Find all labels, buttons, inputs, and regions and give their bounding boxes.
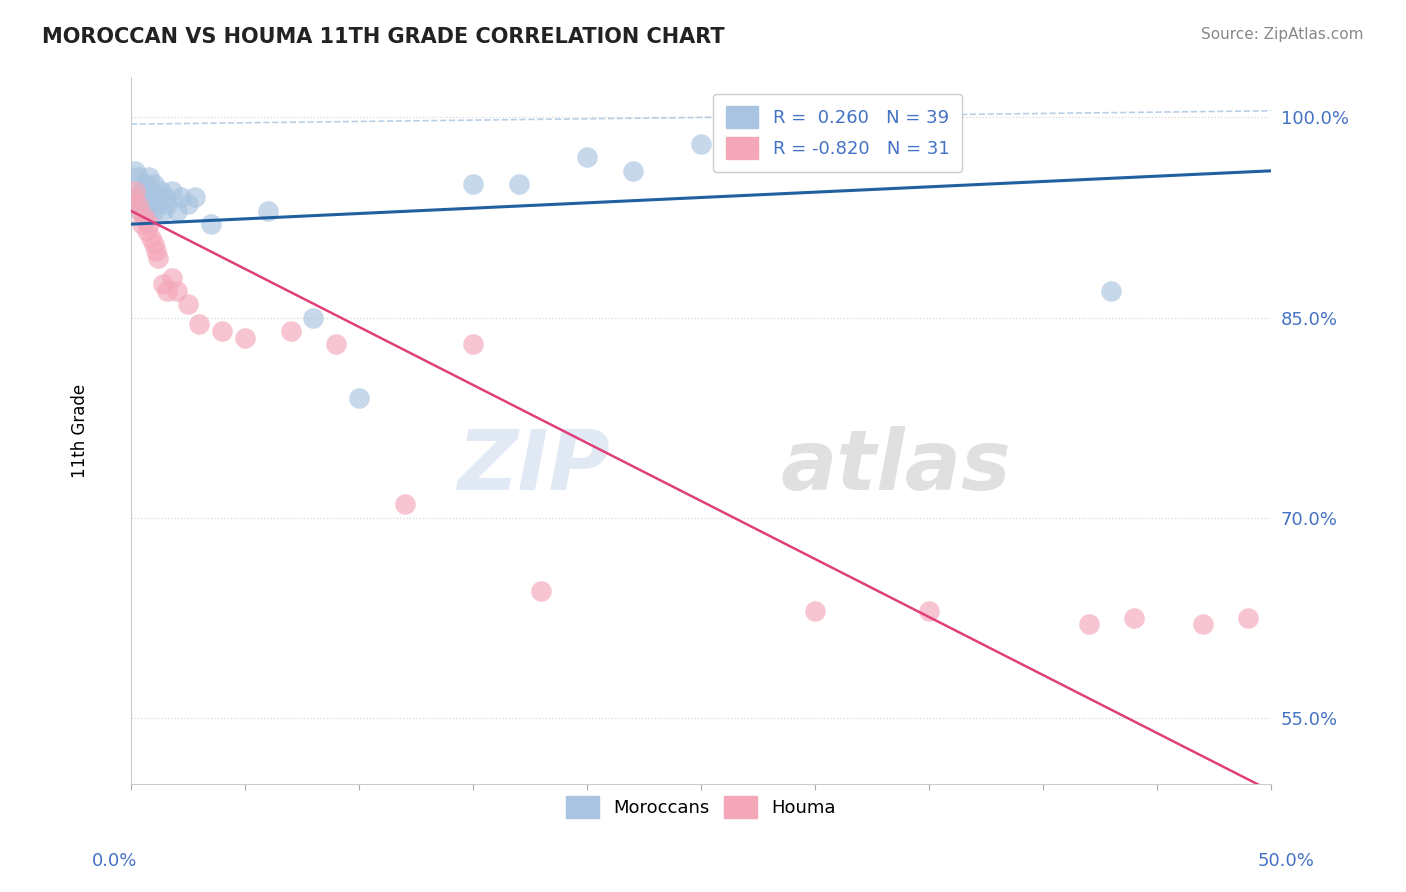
Point <box>1077 617 1099 632</box>
Point <box>804 604 827 618</box>
Point <box>325 337 347 351</box>
Text: atlas: atlas <box>780 425 1011 507</box>
Point <box>131 197 153 211</box>
Point <box>131 217 153 231</box>
Point <box>1237 610 1260 624</box>
Point <box>145 190 167 204</box>
Point <box>177 197 200 211</box>
Text: MOROCCAN VS HOUMA 11TH GRADE CORRELATION CHART: MOROCCAN VS HOUMA 11TH GRADE CORRELATION… <box>42 27 725 46</box>
Point <box>211 324 233 338</box>
Point <box>145 244 167 258</box>
Point <box>621 163 644 178</box>
Point <box>256 203 278 218</box>
Point <box>804 124 827 138</box>
Text: 50.0%: 50.0% <box>1258 852 1315 870</box>
Point <box>141 197 163 211</box>
Point <box>280 324 302 338</box>
Point <box>156 197 179 211</box>
Point <box>184 190 207 204</box>
Point <box>124 163 146 178</box>
Point <box>135 224 157 238</box>
Point <box>233 330 256 344</box>
Point <box>142 203 165 218</box>
Point <box>188 317 211 331</box>
Point <box>141 184 163 198</box>
Point <box>508 177 530 191</box>
Point <box>177 297 200 311</box>
Point <box>530 584 553 599</box>
Point <box>148 251 170 265</box>
Point <box>394 497 416 511</box>
Text: 0.0%: 0.0% <box>91 852 136 870</box>
Point <box>461 177 484 191</box>
Point <box>170 190 193 204</box>
Point <box>152 203 174 218</box>
Y-axis label: 11th Grade: 11th Grade <box>72 384 89 478</box>
Point <box>129 203 152 218</box>
Point <box>122 190 145 204</box>
Point <box>153 190 176 204</box>
Point <box>166 284 188 298</box>
Point <box>156 284 179 298</box>
Point <box>302 310 325 325</box>
Point <box>347 391 370 405</box>
Point <box>135 184 157 198</box>
Point <box>127 190 149 204</box>
Point <box>166 203 188 218</box>
Point <box>160 184 183 198</box>
Point <box>135 203 157 218</box>
Point <box>152 277 174 292</box>
Point <box>148 197 170 211</box>
Text: Source: ZipAtlas.com: Source: ZipAtlas.com <box>1201 27 1364 42</box>
Point <box>129 203 152 218</box>
Point <box>131 184 153 198</box>
Point <box>142 177 165 191</box>
Point <box>141 230 163 244</box>
Point <box>134 211 156 225</box>
Point <box>1101 284 1123 298</box>
Point <box>149 184 172 198</box>
Point <box>134 177 156 191</box>
Point <box>127 170 149 185</box>
Point <box>124 184 146 198</box>
Point <box>127 197 149 211</box>
Point <box>138 217 160 231</box>
Legend: Moroccans, Houma: Moroccans, Houma <box>560 789 842 825</box>
Point <box>918 604 941 618</box>
Point <box>461 337 484 351</box>
Point <box>138 190 160 204</box>
Point <box>575 151 598 165</box>
Point <box>142 237 165 252</box>
Point <box>138 170 160 185</box>
Text: ZIP: ZIP <box>457 425 610 507</box>
Point <box>122 197 145 211</box>
Point <box>160 270 183 285</box>
Point <box>690 137 713 152</box>
Point <box>1123 610 1146 624</box>
Point <box>1191 617 1213 632</box>
Point <box>200 217 222 231</box>
Point <box>918 111 941 125</box>
